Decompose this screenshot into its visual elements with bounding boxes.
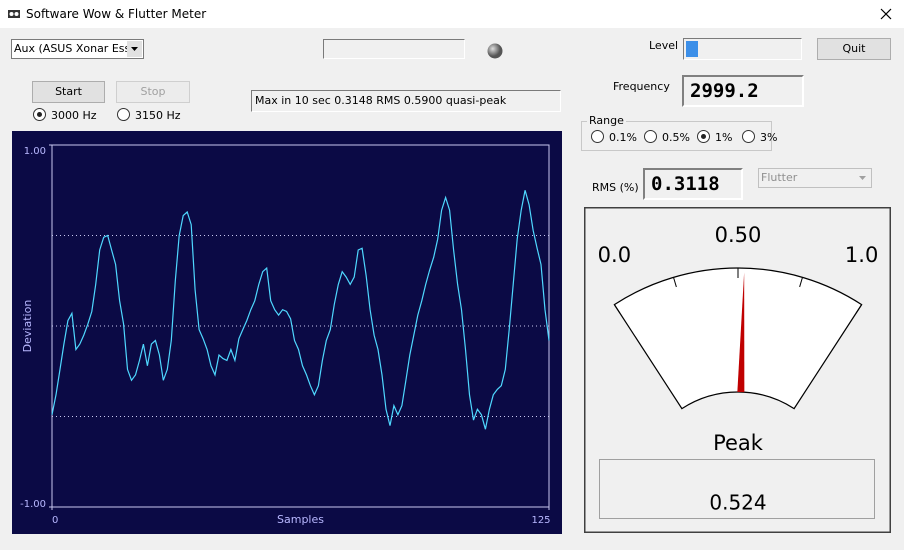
radio-label: 3150 Hz xyxy=(135,109,181,122)
app-icon xyxy=(8,10,20,18)
status-text: Max in 10 sec 0.3148 RMS 0.5900 quasi-pe… xyxy=(255,94,507,107)
dial-label: 1.0 xyxy=(845,243,878,267)
dial-tick xyxy=(855,304,863,314)
meter-needle xyxy=(737,272,745,393)
radio-option[interactable]: 1% xyxy=(697,130,732,144)
dial-minor-tick xyxy=(673,277,677,288)
radio-option[interactable]: 3000 Hz xyxy=(33,108,97,122)
peak-box xyxy=(599,459,875,519)
frequency-display: 2999.2 xyxy=(682,75,804,107)
dial-minor-tick xyxy=(799,277,803,288)
range-label: Range xyxy=(587,114,626,127)
status-box: Max in 10 sec 0.3148 RMS 0.5900 quasi-pe… xyxy=(251,90,561,112)
radio-button xyxy=(644,130,657,143)
range-group xyxy=(581,121,772,151)
dial-tick xyxy=(613,304,621,314)
stop-button: Stop xyxy=(116,81,190,103)
radio-option[interactable]: 0.1% xyxy=(591,130,637,144)
radio-option[interactable]: 0.5% xyxy=(644,130,690,144)
rms-display: 0.3118 xyxy=(643,168,743,200)
window-title: Software Wow & Flutter Meter xyxy=(26,7,207,21)
radio-label: 0.5% xyxy=(662,131,690,144)
x-tick-label: 125 xyxy=(531,515,550,526)
quit-button[interactable]: Quit xyxy=(817,38,891,60)
radio-label: 0.1% xyxy=(609,131,637,144)
x-axis-label: Samples xyxy=(277,513,324,526)
dial-label: 0.0 xyxy=(598,243,631,267)
meter-dial xyxy=(613,267,863,410)
radio-button xyxy=(697,130,710,143)
peak-value: 0.524 xyxy=(709,491,766,515)
radio-option[interactable]: 3% xyxy=(742,130,777,144)
dropdown-arrow xyxy=(127,41,142,57)
level-meter xyxy=(683,38,802,60)
radio-label: 3000 Hz xyxy=(51,109,97,122)
y-tick-label: -1.00 xyxy=(20,499,46,510)
radio-button xyxy=(33,108,46,121)
radio-label: 3% xyxy=(760,131,778,144)
meter: Peak 0.0 0.50 1.0 0.524 xyxy=(584,207,891,533)
y-axis-label: Deviation xyxy=(21,300,34,353)
progress-box xyxy=(323,39,465,59)
frequency-label: Frequency xyxy=(613,80,670,93)
radio-option[interactable]: 3150 Hz xyxy=(117,108,181,122)
radio-button xyxy=(742,130,755,143)
rms-label: RMS (%) xyxy=(592,181,639,194)
x-tick-label: 0 xyxy=(52,515,58,526)
radio-button xyxy=(591,130,604,143)
dropdown-arrow xyxy=(859,176,866,180)
radio-label: 1% xyxy=(715,131,733,144)
device-select[interactable]: Aux (ASUS Xonar Essei xyxy=(11,39,144,59)
title-bar: Software Wow & Flutter Meter xyxy=(0,0,904,28)
mode-select-text: Flutter xyxy=(761,171,798,184)
radio-button xyxy=(117,108,130,121)
y-tick-label: 1.00 xyxy=(24,146,46,157)
chart: 1.00 -1.00 0 125 Samples Deviation xyxy=(12,131,562,534)
level-label: Level xyxy=(649,39,679,52)
mode-select: Flutter xyxy=(758,168,872,188)
start-button[interactable]: Start xyxy=(32,81,105,103)
dial-label: 0.50 xyxy=(715,223,762,247)
peak-label: Peak xyxy=(713,431,764,455)
close-button[interactable] xyxy=(880,8,892,20)
chart-background xyxy=(12,131,562,534)
device-select-text: Aux (ASUS Xonar Essei xyxy=(14,42,141,55)
level-fill xyxy=(686,41,698,57)
indicator-led xyxy=(487,43,503,59)
data-line xyxy=(51,190,550,430)
